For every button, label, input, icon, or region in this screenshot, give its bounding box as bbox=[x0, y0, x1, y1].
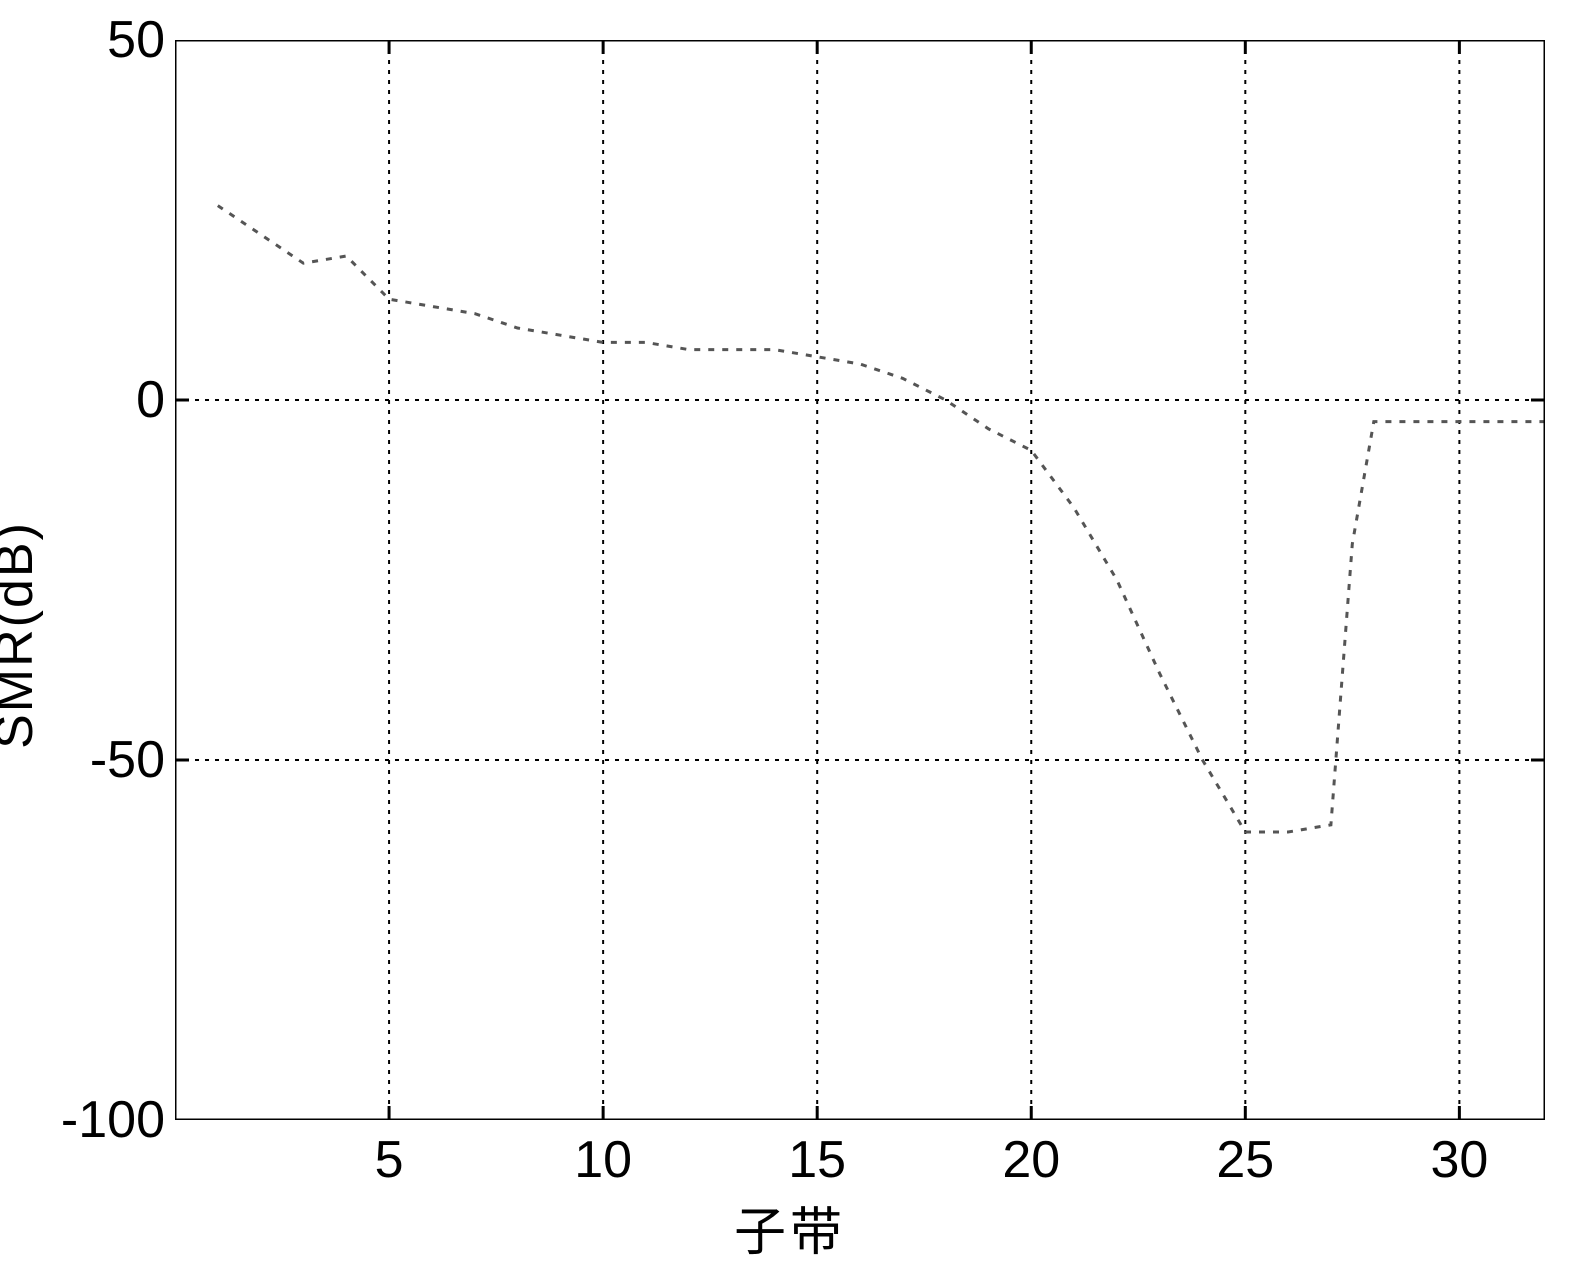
y-axis-label: SMR(dB) bbox=[0, 521, 45, 749]
x-axis-label: 子带 bbox=[734, 1190, 846, 1265]
x-tick-label: 5 bbox=[375, 1130, 404, 1190]
x-tick-label: 30 bbox=[1430, 1130, 1488, 1190]
x-tick-label: 10 bbox=[574, 1130, 632, 1190]
plot-area bbox=[175, 40, 1545, 1120]
y-tick-label: 0 bbox=[136, 370, 165, 430]
y-tick-label: -50 bbox=[90, 730, 165, 790]
x-tick-label: 15 bbox=[788, 1130, 846, 1190]
y-tick-label: -100 bbox=[61, 1090, 165, 1150]
x-tick-label: 20 bbox=[1002, 1130, 1060, 1190]
x-tick-label: 25 bbox=[1216, 1130, 1274, 1190]
smr-chart: SMR(dB) 子带 -100 -50 0 50 5 10 15 20 25 30 bbox=[0, 0, 1580, 1269]
y-tick-label: 50 bbox=[107, 10, 165, 70]
